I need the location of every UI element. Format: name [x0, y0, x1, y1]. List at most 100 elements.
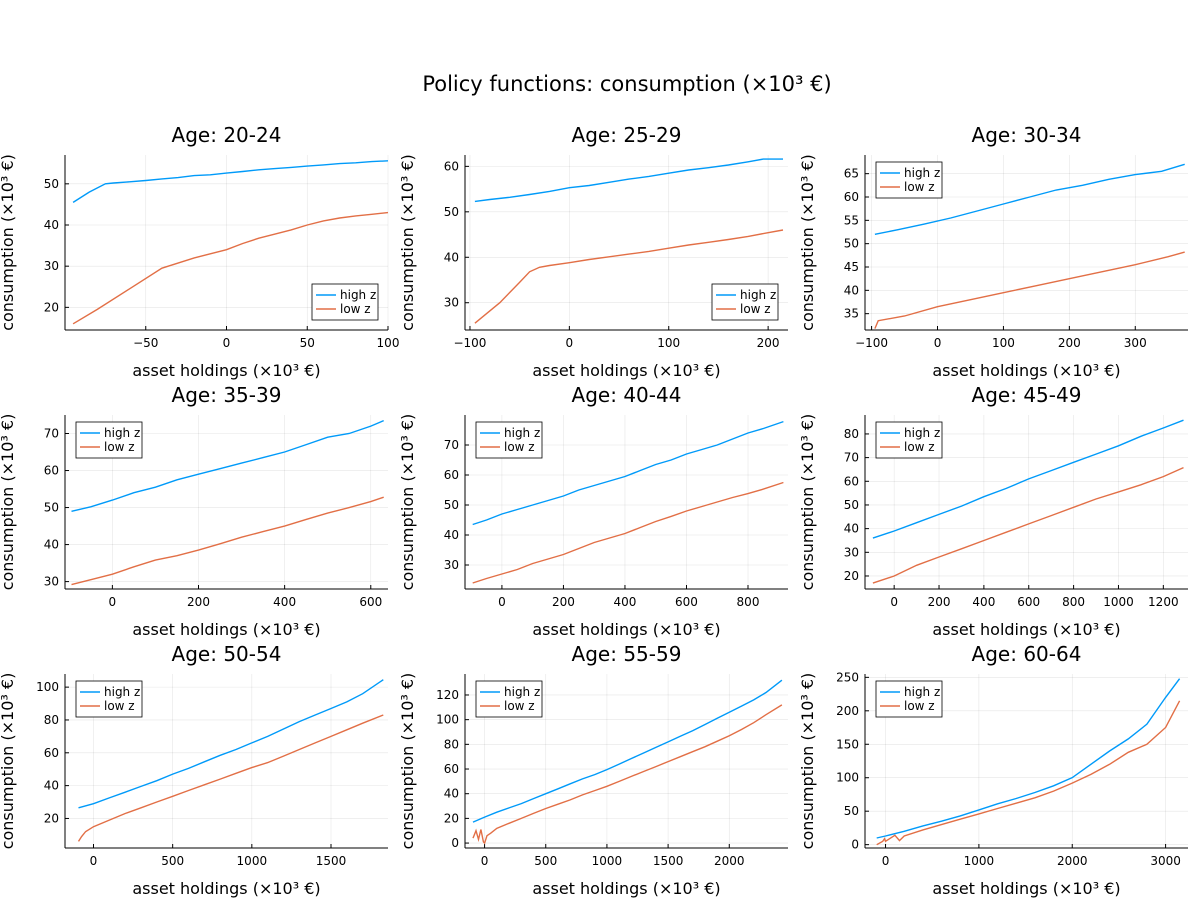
- panel-title: Age: 50-54: [172, 642, 282, 666]
- y-tick-label: 40: [44, 779, 59, 793]
- y-tick-label: 45: [844, 260, 859, 274]
- panel-title: Age: 40-44: [572, 383, 682, 407]
- y-tick-label: 30: [44, 259, 59, 273]
- series-line-high-z: [472, 420, 784, 526]
- y-axis-label: consumption (×10³ €): [798, 673, 817, 850]
- x-tick-label: 1500: [316, 854, 347, 868]
- x-axis-label: asset holdings (×10³ €): [532, 620, 720, 639]
- legend-label: low z: [104, 699, 135, 713]
- y-axis-label: consumption (×10³ €): [398, 414, 417, 591]
- chart-panel-7: 0 500 1000 1500 20 40 60 80 100 Age: 50-54 asset h…: [0, 642, 388, 898]
- series-line-low-z: [872, 466, 1184, 584]
- y-tick-label: 40: [844, 283, 859, 297]
- series-line-low-z: [72, 211, 388, 325]
- y-tick-label: 20: [844, 569, 859, 583]
- x-tick-label: 0: [890, 595, 898, 609]
- x-axis-label: asset holdings (×10³ €): [132, 361, 320, 380]
- chart-panel-4: 0 200 400 600 30 40 50 60 70 Age: 35-39 asset hold…: [0, 383, 388, 639]
- panel-title: Age: 20-24: [172, 123, 282, 147]
- chart-panel-8: 0 500 1000 1500 2000 0 20 40 60 80 100 120 Age: 55-5…: [398, 642, 788, 898]
- x-tick-label: 0: [90, 854, 98, 868]
- legend-box: [311, 283, 379, 321]
- legend-label: high z: [904, 426, 940, 440]
- series-line-high-z: [472, 679, 783, 823]
- y-tick-label: 70: [44, 427, 59, 441]
- y-axis-label: consumption (×10³ €): [798, 154, 817, 331]
- legend-label: high z: [904, 685, 940, 699]
- x-tick-label: 0: [566, 336, 574, 350]
- series-line-low-z: [71, 496, 384, 586]
- x-tick-label: 0: [223, 336, 231, 350]
- chart-panel-9: 0 1000 2000 3000 0 50 100 150 200 250 Age: 60-64 as…: [798, 642, 1188, 898]
- panel-title: Age: 35-39: [172, 383, 282, 407]
- legend-box: [875, 161, 943, 199]
- x-tick-label: 200: [1058, 336, 1081, 350]
- y-axis-label: consumption (×10³ €): [398, 673, 417, 850]
- series-line-high-z: [876, 678, 1181, 839]
- y-axis-label: consumption (×10³ €): [798, 414, 817, 591]
- x-tick-label: 0: [934, 336, 942, 350]
- x-tick-label: 600: [675, 595, 698, 609]
- y-axis-label: consumption (×10³ €): [398, 154, 417, 331]
- y-tick-label: 40: [44, 218, 59, 232]
- legend-label: low z: [104, 440, 135, 454]
- y-tick-label: 50: [844, 804, 859, 818]
- y-tick-label: 60: [44, 746, 59, 760]
- y-tick-label: 30: [444, 296, 459, 310]
- y-tick-label: 100: [36, 680, 59, 694]
- chart-panel-1: −50 0 50 100 20 30 40 50 Age: 20-24 asset holding…: [0, 123, 399, 380]
- x-axis-label: asset holdings (×10³ €): [532, 361, 720, 380]
- x-tick-label: 400: [614, 595, 637, 609]
- x-tick-label: 2000: [714, 854, 745, 868]
- y-tick-label: 60: [844, 474, 859, 488]
- y-tick-label: 50: [44, 501, 59, 515]
- x-tick-label: 2000: [1057, 854, 1088, 868]
- x-tick-label: 300: [1124, 336, 1147, 350]
- y-tick-label: 120: [436, 688, 459, 702]
- y-tick-label: 55: [844, 213, 859, 227]
- x-tick-label: 600: [1017, 595, 1040, 609]
- legend-label: low z: [904, 699, 935, 713]
- legend-label: high z: [340, 288, 376, 302]
- series-line-low-z: [77, 714, 384, 842]
- y-tick-label: 150: [836, 737, 859, 751]
- x-tick-label: −100: [855, 336, 888, 350]
- chart-panel-3: −100 0 100 200 300 35 40 45 50 55 60 65 Age: 30-34 as…: [798, 123, 1188, 380]
- panel-title: Age: 60-64: [972, 642, 1082, 666]
- y-tick-label: 70: [444, 438, 459, 452]
- y-tick-label: 35: [844, 307, 859, 321]
- x-tick-label: 0: [882, 854, 890, 868]
- x-axis-label: asset holdings (×10³ €): [132, 620, 320, 639]
- y-tick-label: 60: [444, 468, 459, 482]
- x-axis-label: asset holdings (×10³ €): [932, 620, 1120, 639]
- y-tick-label: 20: [444, 811, 459, 825]
- legend-label: high z: [740, 288, 776, 302]
- y-tick-label: 60: [844, 190, 859, 204]
- y-tick-label: 65: [844, 167, 859, 181]
- x-tick-label: 1200: [1148, 595, 1179, 609]
- legend-label: low z: [904, 180, 935, 194]
- y-tick-label: 250: [836, 670, 859, 684]
- y-tick-label: 40: [44, 538, 59, 552]
- legend-label: high z: [104, 685, 140, 699]
- y-tick-label: 100: [436, 713, 459, 727]
- x-axis-label: asset holdings (×10³ €): [532, 879, 720, 898]
- legend-box: [711, 283, 779, 321]
- x-tick-label: 200: [552, 595, 575, 609]
- y-tick-label: 20: [44, 300, 59, 314]
- x-axis-label: asset holdings (×10³ €): [932, 361, 1120, 380]
- x-tick-label: 0: [481, 854, 489, 868]
- x-tick-label: 500: [161, 854, 184, 868]
- legend-label: low z: [504, 440, 535, 454]
- x-axis-label: asset holdings (×10³ €): [932, 879, 1120, 898]
- y-axis-label: consumption (×10³ €): [0, 673, 17, 850]
- x-tick-label: 1000: [1103, 595, 1134, 609]
- legend-label: high z: [904, 166, 940, 180]
